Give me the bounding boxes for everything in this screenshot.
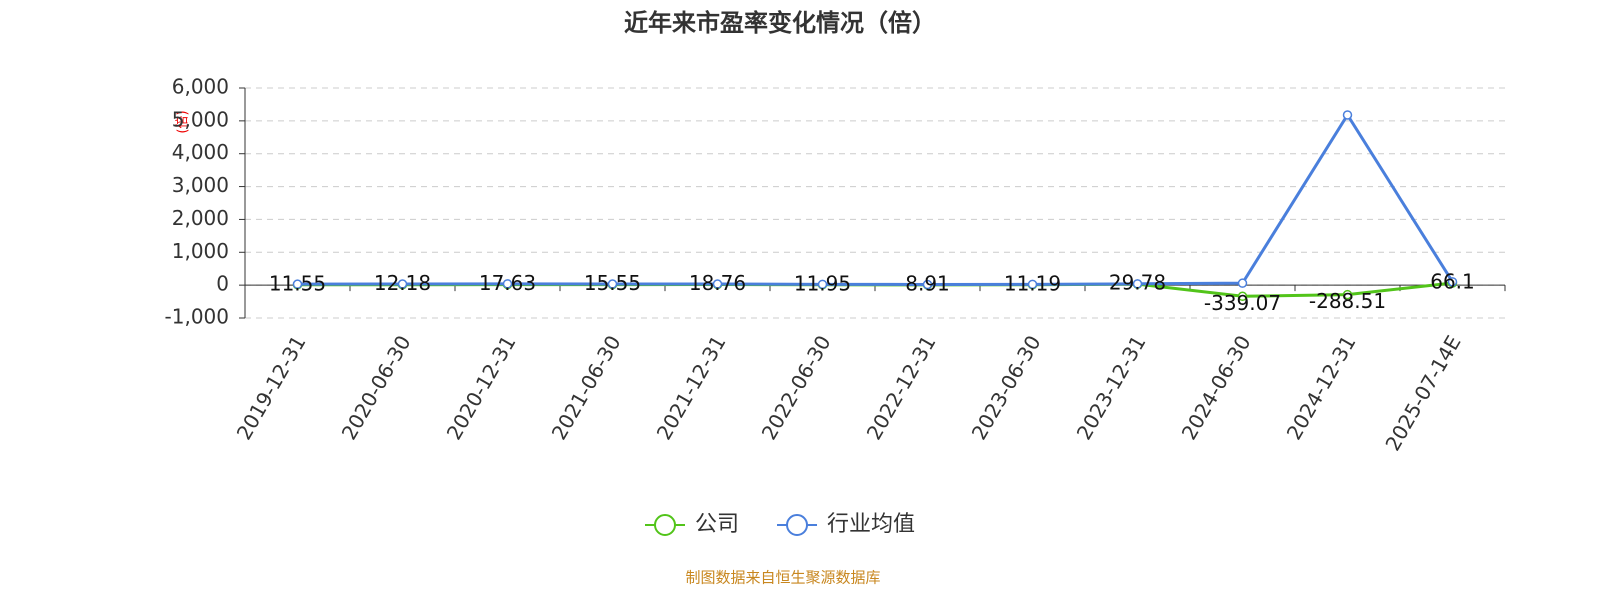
data-label: 11.95 [794,271,851,295]
x-tick-label: 2025-07-14E [1380,331,1465,455]
series-line [297,112,1454,286]
point [922,279,933,290]
y-tick-label: 0 [216,272,229,296]
point [1237,291,1248,302]
point [397,279,408,289]
legend-marker [786,514,809,536]
x-tick-label: 2024-12-31 [1282,331,1361,444]
data-label: 15.55 [584,271,641,295]
data-label: 11.19 [1004,271,1061,295]
y-axis-label: (倍) [176,110,191,133]
data-label: -288.51 [1309,289,1386,313]
point [1342,289,1353,300]
point [817,279,828,290]
x-tick-label: 2023-12-31 [1072,331,1151,444]
data-label: 18.76 [689,271,746,295]
x-tick-label: 2020-12-31 [442,331,521,444]
x-tick-label: 2022-06-30 [757,331,836,444]
legend-marker [654,514,676,536]
y-tick-label: 6,000 [172,75,229,99]
point [292,279,303,289]
data-label: 12.18 [374,271,431,295]
point [502,279,513,289]
point [1237,278,1248,288]
data-label: 11.55 [269,271,326,295]
point [712,279,723,289]
chart-title: 近年来市盈率变化情况（倍） [624,9,936,37]
x-tick-label: 2022-12-31 [862,331,941,444]
y-tick-label: 3,000 [172,173,229,197]
point [1447,277,1458,287]
x-tick-label: 2021-12-31 [652,331,731,444]
x-tick-label: 2023-06-30 [967,331,1046,444]
y-tick-label: 1,000 [172,239,229,263]
y-tick-label: 4,000 [172,140,229,164]
data-label: 29.78 [1109,271,1166,295]
legend-label: 行业均值 [827,512,915,537]
x-tick-label: 2024-06-30 [1177,331,1256,444]
point [1027,279,1038,290]
legend-label: 公司 [695,512,739,537]
point [1342,110,1353,120]
y-tick-label: 5,000 [172,107,229,131]
point [1132,279,1143,289]
data-label: 8.91 [905,271,950,295]
source-note: 制图数据来自恒生聚源数据库 [685,569,880,587]
y-tick-label: 2,000 [172,206,229,230]
x-tick-label: 2019-12-31 [232,331,311,444]
x-tick-label: 2020-06-30 [337,331,416,444]
point [607,279,618,289]
y-tick-label: -1,000 [165,305,229,329]
data-label: 17.63 [479,271,536,295]
data-label: -339.07 [1204,291,1281,315]
x-tick-label: 2021-06-30 [547,331,626,444]
data-label: 66.1 [1430,269,1475,293]
